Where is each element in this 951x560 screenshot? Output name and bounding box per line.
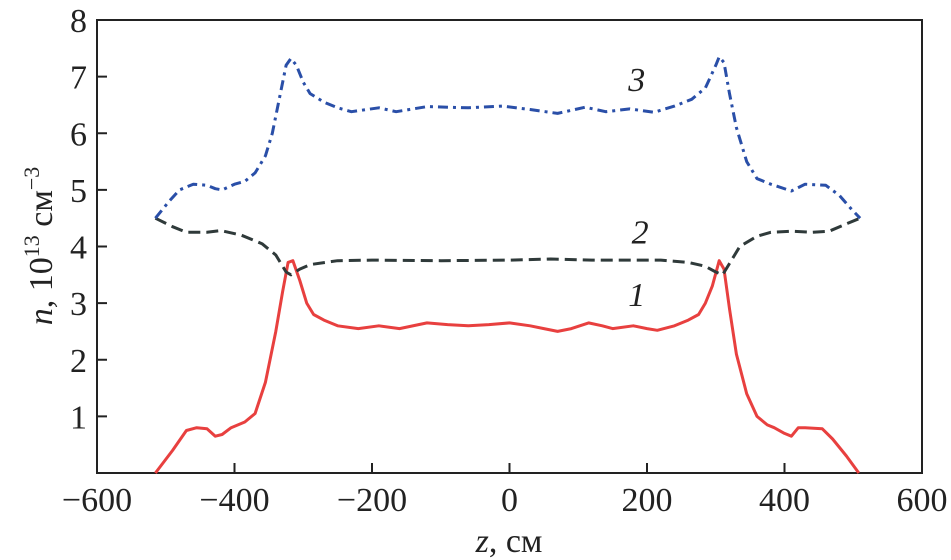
x-tick-label: 200 — [622, 482, 673, 519]
series-line-2 — [154, 216, 861, 277]
y-tick-label: 5 — [70, 173, 87, 210]
x-tick-label: 400 — [759, 482, 810, 519]
y-tick-label: 7 — [70, 60, 87, 97]
curve-label-3: 3 — [627, 62, 645, 99]
x-tick-label: 600 — [897, 482, 948, 519]
curve-label-1: 1 — [628, 277, 645, 314]
x-tick-label: 0 — [501, 482, 518, 519]
plot-frame — [96, 19, 923, 474]
y-axis-label: n, 1013 см−3 — [19, 167, 60, 326]
y-tick-label: 2 — [70, 343, 87, 380]
series-line-1 — [154, 259, 861, 474]
y-tick-label: 3 — [70, 286, 87, 323]
curve-label-2: 2 — [632, 215, 649, 252]
x-tick-label: −600 — [62, 482, 132, 519]
y-tick-label: 6 — [70, 116, 87, 153]
x-axis-label: z, см — [475, 523, 543, 560]
series-line-3 — [154, 55, 862, 220]
y-tick-label: 8 — [70, 3, 87, 40]
x-tick-label: −200 — [337, 482, 407, 519]
y-tick-label: 1 — [70, 399, 87, 436]
x-tick-label: −400 — [199, 482, 269, 519]
y-tick-label: 4 — [70, 230, 87, 267]
